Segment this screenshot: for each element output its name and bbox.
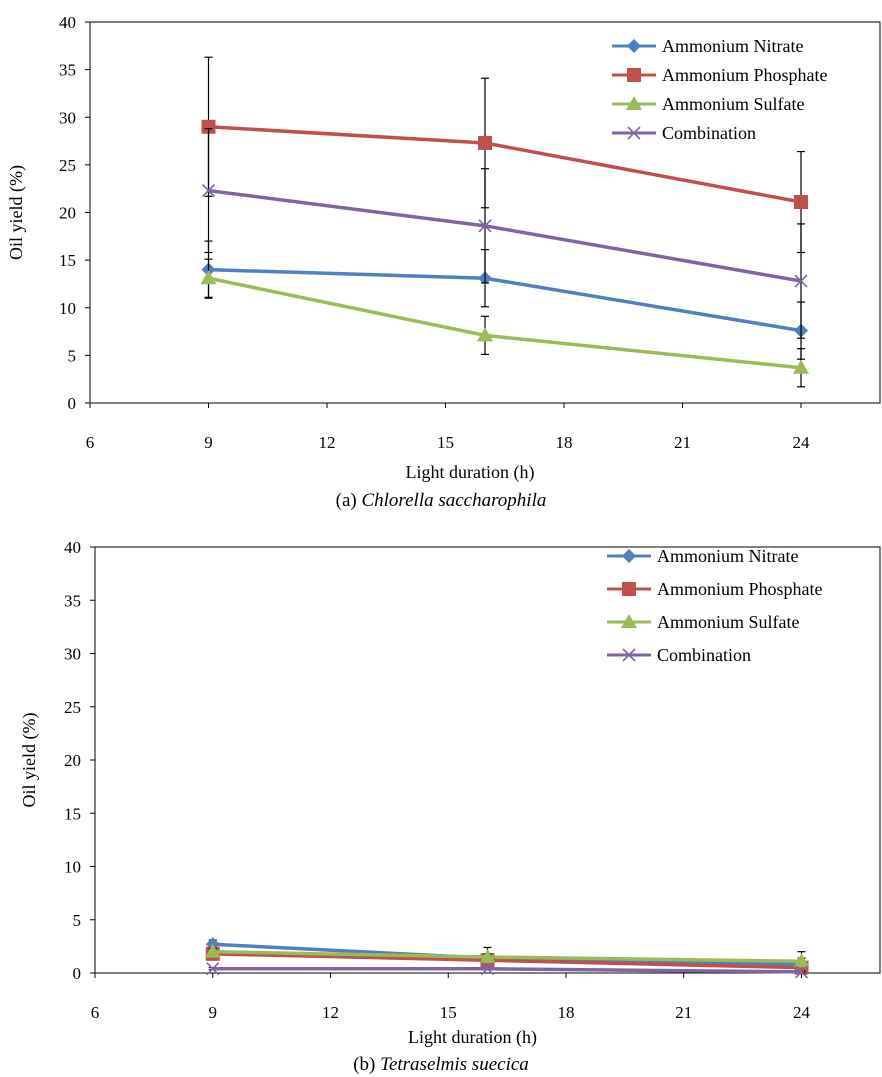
chart-b-group: 0 5 10 15 20 25 30 35 40 6 9 12 15 18 21 24 Light durati… [19, 538, 881, 1048]
chart-a-group: 0 5 10 15 20 25 30 35 40 6 9 12 15 18 21 24 Light durati… [6, 13, 881, 483]
y-tick-label-b: 25 [64, 698, 81, 717]
legend-label: Ammonium Sulfate [657, 612, 800, 632]
caption-a-species: Chlorella saccharophila [361, 490, 547, 511]
data-point-b [478, 219, 492, 233]
legend-label: Combination [662, 123, 756, 143]
x-tick-label-b: 21 [675, 1003, 692, 1022]
x-tick-label-a: 12 [319, 433, 336, 452]
y-tick-label-b: 10 [64, 858, 81, 877]
data-point [794, 195, 808, 210]
data-point [478, 219, 492, 233]
series-a-0 [201, 240, 808, 360]
y-tick-label-a: 20 [59, 204, 76, 223]
series-line [212, 966, 802, 974]
data-point-b [794, 274, 808, 288]
series-line [208, 188, 802, 283]
legend-b: Ammonium Nitrate Ammonium Phosphate Ammoni… [607, 546, 823, 665]
legend-label: Ammonium Sulfate [662, 94, 805, 114]
y-tick-label-a: 5 [68, 346, 77, 365]
y-tick-label-b: 35 [64, 591, 81, 610]
y-tick-label-a: 25 [59, 156, 76, 175]
y-tick-label-b: 0 [73, 964, 82, 983]
data-point-b [794, 965, 809, 979]
series-a-1 [201, 56, 808, 254]
series-line [208, 276, 802, 370]
legend-marker [622, 549, 636, 563]
x-tick-label-a: 21 [674, 433, 691, 452]
x-tick-label-a: 15 [437, 433, 454, 452]
y-axis-label-a: Oil yield (%) [6, 165, 27, 260]
data-point [794, 274, 808, 288]
legend-marker [626, 96, 642, 110]
y-tick-label-b: 20 [64, 751, 81, 770]
series-b-2 [204, 943, 810, 968]
x-axis-label-a: Light duration (h) [406, 462, 535, 483]
caption-b-prefix: (b) [353, 1054, 376, 1075]
data-point-b [480, 962, 495, 976]
x-tick-label-b: 9 [209, 1003, 218, 1022]
x-axis-label-b: Light duration (h) [408, 1027, 537, 1048]
legend-a: Ammonium Nitrate Ammonium Phosphate Ammoni… [612, 36, 828, 143]
data-point [479, 949, 496, 964]
legend-marker-b [627, 126, 641, 140]
x-tick-label-a: 18 [556, 433, 573, 452]
y-tick-label-b: 40 [64, 538, 81, 557]
y-tick-label-a: 30 [59, 108, 76, 127]
y-tick-label-a: 15 [59, 251, 76, 270]
caption-b: (b) Tetraselmis suecica [0, 1054, 882, 1076]
data-point [204, 943, 221, 958]
caption-b-species: Tetraselmis suecica [380, 1054, 529, 1075]
y-tick-label-a: 10 [59, 299, 76, 318]
legend-marker [621, 614, 637, 628]
legend-label: Ammonium Nitrate [662, 36, 803, 56]
x-tick-label-a: 24 [793, 433, 811, 452]
data-point [200, 270, 217, 285]
legend-marker [627, 68, 641, 82]
series-line [208, 267, 802, 333]
x-tick-label-b: 24 [793, 1003, 811, 1022]
caption-a: (a) Chlorella saccharophila [0, 490, 882, 512]
legend-label: Ammonium Phosphate [662, 65, 828, 85]
legend-label: Ammonium Phosphate [657, 579, 823, 599]
plot-area-b [94, 546, 881, 974]
x-tick-label-a: 6 [86, 433, 95, 452]
caption-a-prefix: (a) [335, 490, 357, 511]
legend-label: Ammonium Nitrate [657, 546, 798, 566]
legend-marker [622, 582, 636, 596]
data-point [201, 184, 216, 198]
y-tick-label-b: 5 [73, 911, 82, 930]
y-tick-label-a: 0 [68, 394, 77, 413]
y-tick-label-a: 35 [59, 61, 76, 80]
data-point-b [206, 962, 220, 976]
legend-marker [627, 126, 641, 140]
series-a-2 [200, 258, 809, 388]
data-point [206, 962, 220, 976]
legend-marker [622, 648, 636, 662]
data-point [480, 962, 495, 976]
data-point [201, 119, 216, 134]
legend-label: Combination [657, 645, 751, 665]
y-axis-label-b: Oil yield (%) [19, 713, 40, 808]
x-tick-label-b: 18 [558, 1003, 575, 1022]
data-point [477, 327, 493, 342]
x-tick-label-a: 9 [204, 433, 213, 452]
series-a-3 [201, 128, 808, 339]
x-tick-label-b: 15 [440, 1003, 457, 1022]
x-tick-label-b: 12 [322, 1003, 339, 1022]
data-point [793, 953, 810, 968]
x-tick-label-b: 6 [91, 1003, 100, 1022]
legend-marker [627, 39, 641, 53]
y-tick-label-b: 15 [64, 804, 81, 823]
legend-marker-b [622, 648, 636, 662]
series-b-3 [206, 962, 809, 979]
y-tick-label-b: 30 [64, 645, 81, 664]
data-point [794, 965, 809, 979]
data-point [793, 359, 809, 374]
data-point [478, 135, 492, 150]
data-point-b [201, 184, 216, 198]
y-tick-label-a: 40 [59, 13, 76, 32]
